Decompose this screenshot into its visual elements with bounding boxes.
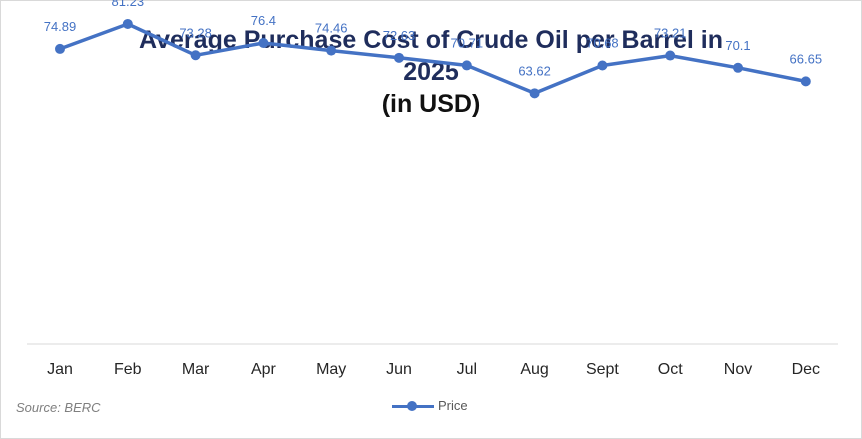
x-tick-label: Feb: [114, 361, 142, 378]
data-label: 63.62: [518, 63, 551, 78]
data-point: [122, 18, 133, 29]
x-tick-label: Apr: [251, 361, 277, 378]
x-tick-label: May: [316, 361, 346, 378]
x-tick-label: Jul: [457, 361, 477, 378]
data-point: [733, 62, 743, 73]
legend-label: Price: [438, 398, 468, 413]
x-tick-label: Aug: [520, 361, 548, 378]
data-label: 76.4: [251, 13, 276, 28]
data-point: [326, 45, 337, 56]
data-label: 74.46: [315, 21, 348, 36]
data-label: 74.89: [44, 19, 77, 34]
data-label: 70.71: [451, 35, 484, 50]
source-note: Source: BERC: [16, 400, 101, 415]
data-point: [190, 50, 201, 61]
data-point: [55, 43, 65, 54]
x-tick-label: Sept: [586, 361, 619, 378]
x-tick-label: Nov: [724, 361, 752, 378]
data-label: 73.21: [654, 26, 687, 41]
data-label: 73.28: [179, 25, 212, 40]
data-point: [800, 76, 811, 87]
x-tick-label: Jan: [47, 361, 73, 378]
x-tick-label: Dec: [792, 361, 820, 378]
legend-swatch: [392, 400, 434, 412]
data-point: [665, 50, 676, 61]
data-point: [529, 88, 540, 99]
x-tick-label: Jun: [386, 361, 412, 378]
x-tick-label: Mar: [182, 361, 210, 378]
data-label: 66.65: [790, 51, 823, 66]
data-point: [461, 60, 472, 71]
data-point: [394, 52, 404, 63]
data-label: 70.1: [725, 38, 750, 53]
chart-subtitle: (in USD): [381, 90, 481, 118]
data-label: 72.63: [383, 28, 416, 43]
x-tick-label: Oct: [658, 361, 683, 378]
data-label: 70.68: [586, 36, 619, 51]
data-point: [597, 60, 608, 71]
data-point: [258, 37, 269, 48]
legend: Price: [392, 398, 468, 413]
data-label: 81.23: [112, 0, 145, 9]
series-line-price: [58, 22, 808, 96]
